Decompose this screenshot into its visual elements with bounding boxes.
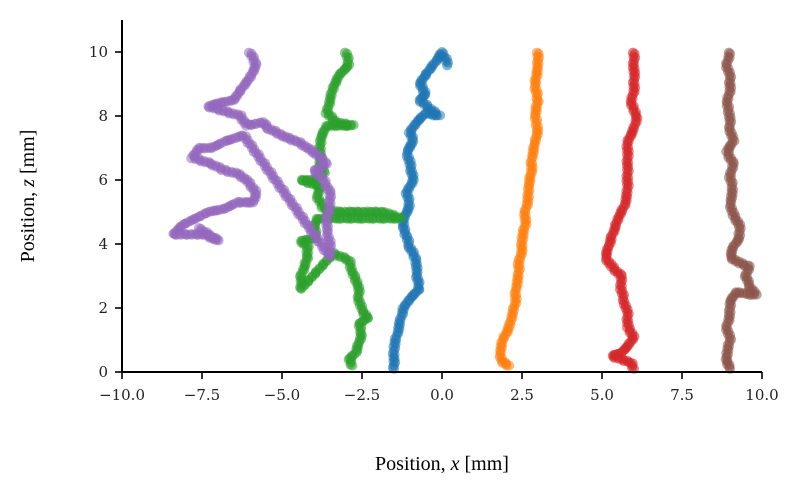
data-point <box>504 360 515 371</box>
series-1 <box>387 47 454 374</box>
x-tick-label: −10.0 <box>99 386 145 404</box>
data-point <box>193 223 204 233</box>
x-tick-label: −2.5 <box>344 386 380 404</box>
series-2 <box>494 47 545 371</box>
x-axis-title: Position, x [mm] <box>375 453 509 475</box>
series-layer <box>168 47 762 374</box>
axes-layer <box>121 20 762 373</box>
x-tick-label: −7.5 <box>184 386 220 404</box>
x-tick-label: 0.0 <box>430 386 454 404</box>
y-tick-label: 6 <box>98 171 108 189</box>
x-tick-label: −5.0 <box>264 386 300 404</box>
x-tick-label: 10.0 <box>745 386 778 404</box>
y-tick-label: 2 <box>98 299 108 317</box>
x-tick-label: 5.0 <box>590 386 614 404</box>
ticks-layer: −10.0 −7.5 −5.0 −2.5 0.0 2.5 5.0 7.5 10.0 0 2 4 6 8 10 <box>89 43 779 404</box>
y-tick-label: 0 <box>98 363 108 381</box>
data-point <box>347 360 358 371</box>
y-tick-label: 8 <box>98 107 108 125</box>
series-4 <box>600 47 643 374</box>
y-tick-label: 4 <box>98 235 108 253</box>
series-5 <box>168 47 337 262</box>
y-tick-label: 10 <box>89 43 108 61</box>
series-3 <box>295 47 407 371</box>
x-tick-label: 2.5 <box>510 386 534 404</box>
y-axis-title: Position, z [mm] <box>17 130 39 263</box>
x-tick-label: 7.5 <box>670 386 694 404</box>
series-6 <box>720 47 762 374</box>
